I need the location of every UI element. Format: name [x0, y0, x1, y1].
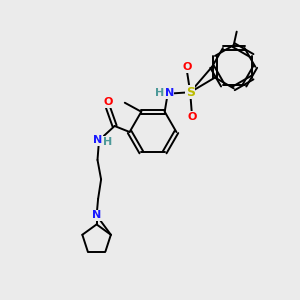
Text: S: S	[186, 86, 195, 99]
Text: O: O	[103, 97, 113, 107]
Text: N: N	[165, 88, 174, 98]
Text: O: O	[182, 62, 192, 72]
Text: N: N	[92, 210, 101, 220]
Text: O: O	[187, 112, 196, 122]
Text: H: H	[155, 88, 164, 98]
Text: N: N	[93, 135, 102, 146]
Text: H: H	[103, 137, 112, 147]
